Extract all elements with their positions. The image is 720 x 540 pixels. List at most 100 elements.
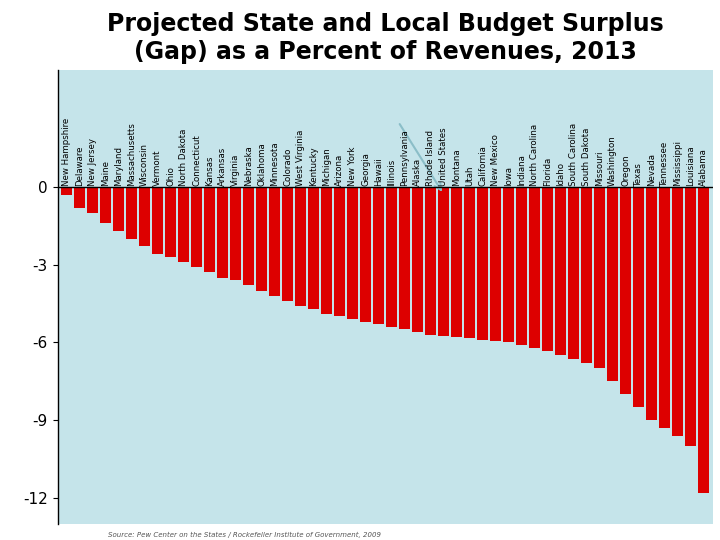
- Text: New Mexico: New Mexico: [491, 134, 500, 186]
- Text: Michigan: Michigan: [322, 147, 331, 186]
- Text: Georgia: Georgia: [361, 152, 370, 186]
- Text: Pennsylvania: Pennsylvania: [400, 129, 409, 186]
- Bar: [477, 187, 488, 340]
- Bar: [295, 187, 306, 306]
- Bar: [426, 187, 436, 335]
- Text: Mississippi: Mississippi: [673, 139, 682, 186]
- Text: Maine: Maine: [102, 159, 110, 186]
- Bar: [542, 187, 553, 352]
- Text: Missouri: Missouri: [595, 150, 604, 186]
- Text: New Jersey: New Jersey: [89, 138, 97, 186]
- Text: Connecticut: Connecticut: [192, 134, 201, 186]
- Bar: [620, 187, 631, 394]
- Bar: [529, 187, 540, 348]
- Bar: [698, 187, 709, 492]
- Bar: [192, 187, 202, 267]
- Bar: [126, 187, 138, 239]
- Text: Wisconsin: Wisconsin: [140, 143, 149, 186]
- Bar: [178, 187, 189, 262]
- Text: North Dakota: North Dakota: [179, 128, 188, 186]
- Bar: [568, 187, 579, 359]
- Text: Nebraska: Nebraska: [244, 145, 253, 186]
- Bar: [633, 187, 644, 407]
- Bar: [269, 187, 280, 296]
- Bar: [386, 187, 397, 327]
- Bar: [490, 187, 501, 341]
- Bar: [334, 187, 345, 316]
- Text: West Virginia: West Virginia: [296, 129, 305, 186]
- Bar: [243, 187, 254, 285]
- Text: Colorado: Colorado: [283, 147, 292, 186]
- Bar: [87, 187, 98, 213]
- Text: Maryland: Maryland: [114, 146, 123, 186]
- Text: Oklahoma: Oklahoma: [257, 142, 266, 186]
- Bar: [360, 187, 372, 322]
- Text: Utah: Utah: [465, 165, 474, 186]
- Bar: [399, 187, 410, 329]
- Text: Kansas: Kansas: [205, 155, 215, 186]
- Bar: [373, 187, 384, 324]
- Text: Florida: Florida: [543, 156, 552, 186]
- Text: Massachusetts: Massachusetts: [127, 122, 136, 186]
- Text: Arkansas: Arkansas: [218, 146, 228, 186]
- Text: United States: United States: [439, 127, 448, 186]
- Bar: [347, 187, 359, 319]
- Bar: [672, 187, 683, 436]
- Bar: [594, 187, 606, 368]
- Bar: [581, 187, 593, 363]
- Text: Montana: Montana: [452, 148, 462, 186]
- Bar: [165, 187, 176, 257]
- Bar: [139, 187, 150, 246]
- Text: Hawaii: Hawaii: [374, 157, 383, 186]
- Bar: [451, 187, 462, 337]
- Bar: [516, 187, 527, 345]
- Text: California: California: [478, 145, 487, 186]
- Bar: [321, 187, 332, 314]
- Text: Ohio: Ohio: [166, 166, 175, 186]
- Text: Rhode Island: Rhode Island: [426, 130, 435, 186]
- Text: Nevada: Nevada: [647, 152, 656, 186]
- Bar: [646, 187, 657, 420]
- Bar: [282, 187, 293, 301]
- Text: Alabama: Alabama: [699, 147, 708, 186]
- Text: Minnesota: Minnesota: [270, 141, 279, 186]
- Title: Projected State and Local Budget Surplus
(Gap) as a Percent of Revenues, 2013: Projected State and Local Budget Surplus…: [107, 12, 664, 64]
- Text: South Dakota: South Dakota: [582, 127, 591, 186]
- Bar: [100, 187, 111, 223]
- Text: Arizona: Arizona: [336, 153, 344, 186]
- Text: Illinois: Illinois: [387, 158, 396, 186]
- Text: Source: Pew Center on the States / Rockefeller Institute of Government, 2009: Source: Pew Center on the States / Rocke…: [108, 532, 381, 538]
- Bar: [217, 187, 228, 278]
- Text: Delaware: Delaware: [75, 145, 84, 186]
- Bar: [256, 187, 267, 291]
- Bar: [230, 187, 241, 280]
- Bar: [61, 187, 72, 194]
- Text: Virginia: Virginia: [231, 153, 240, 186]
- Bar: [308, 187, 319, 309]
- Text: Alaska: Alaska: [413, 158, 422, 186]
- Bar: [438, 187, 449, 336]
- Text: Idaho: Idaho: [556, 161, 565, 186]
- Bar: [607, 187, 618, 381]
- Text: Vermont: Vermont: [153, 149, 162, 186]
- Text: Tennessee: Tennessee: [660, 140, 669, 186]
- Bar: [464, 187, 475, 339]
- Text: North Carolina: North Carolina: [530, 124, 539, 186]
- Bar: [503, 187, 514, 342]
- Bar: [660, 187, 670, 428]
- Text: New York: New York: [348, 146, 357, 186]
- Text: Louisiana: Louisiana: [686, 145, 696, 186]
- Bar: [685, 187, 696, 446]
- Text: Oregon: Oregon: [621, 154, 630, 186]
- Bar: [152, 187, 163, 254]
- Text: Iowa: Iowa: [504, 166, 513, 186]
- Bar: [412, 187, 423, 332]
- Text: Kentucky: Kentucky: [309, 146, 318, 186]
- Bar: [555, 187, 566, 355]
- Bar: [113, 187, 125, 231]
- Text: New Hampshire: New Hampshire: [62, 117, 71, 186]
- Bar: [204, 187, 215, 272]
- Text: Texas: Texas: [634, 161, 643, 186]
- Bar: [74, 187, 85, 207]
- Text: Washington: Washington: [608, 135, 617, 186]
